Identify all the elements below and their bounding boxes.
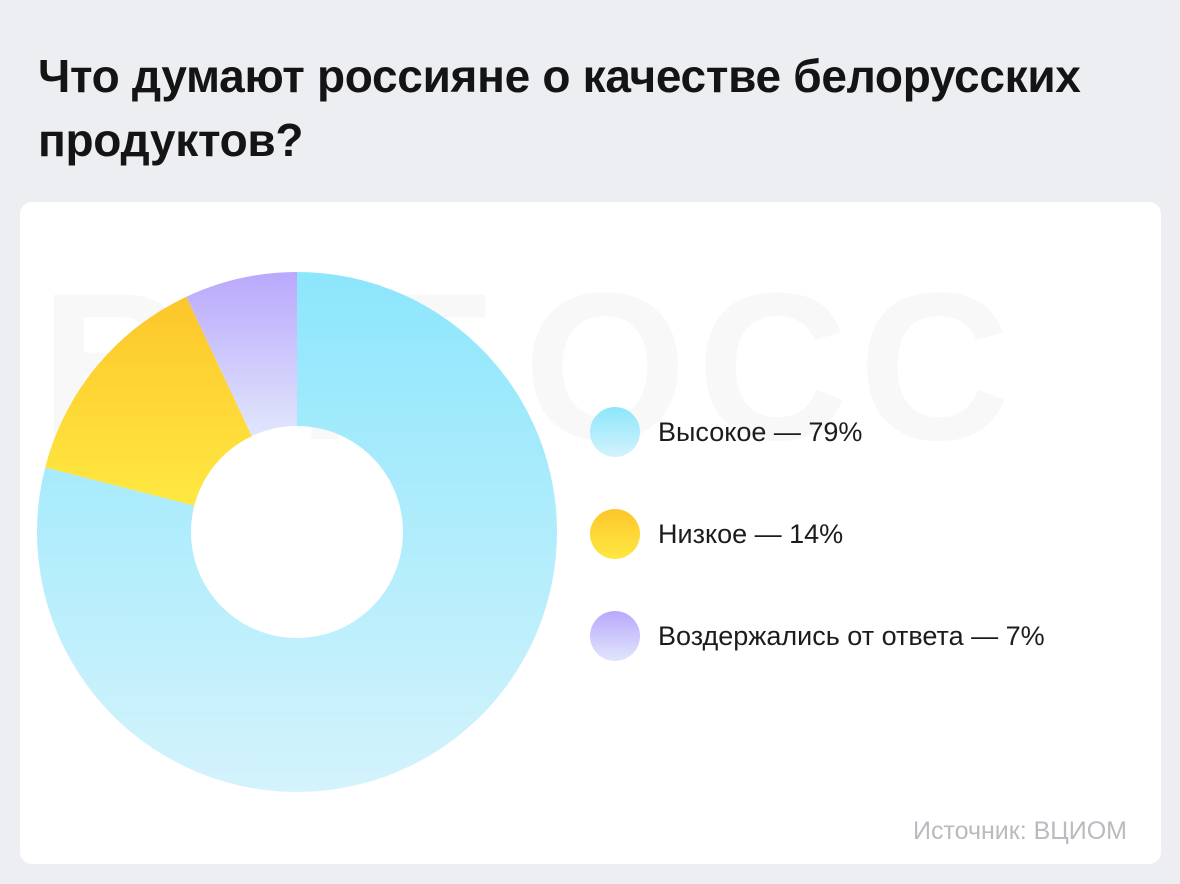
legend-dot-abstained xyxy=(590,611,640,661)
slice-high xyxy=(36,272,557,793)
legend-item-high: Высокое — 79% xyxy=(590,407,1045,457)
donut-chart xyxy=(36,272,557,793)
legend-label-high: Высокое — 79% xyxy=(658,416,863,447)
legend-label-abstained: Воздержались от ответа — 7% xyxy=(658,620,1045,651)
source-note: Источник: ВЦИОМ xyxy=(912,817,1127,845)
slice-abstained xyxy=(186,272,297,437)
slice-low xyxy=(45,296,252,506)
legend: Высокое — 79% Низкое — 14% Воздержались … xyxy=(590,407,1045,713)
chart-card: ВИБОСС Высокое — 79% Низкое — 14% Воздер… xyxy=(20,202,1161,864)
legend-item-abstained: Воздержались от ответа — 7% xyxy=(590,611,1045,661)
legend-dot-high xyxy=(590,407,640,457)
legend-label-low: Низкое — 14% xyxy=(658,518,844,549)
legend-dot-low xyxy=(590,509,640,559)
legend-item-low: Низкое — 14% xyxy=(590,509,1045,559)
chart-title: Что думают россияне о качестве белорусск… xyxy=(38,50,1081,166)
